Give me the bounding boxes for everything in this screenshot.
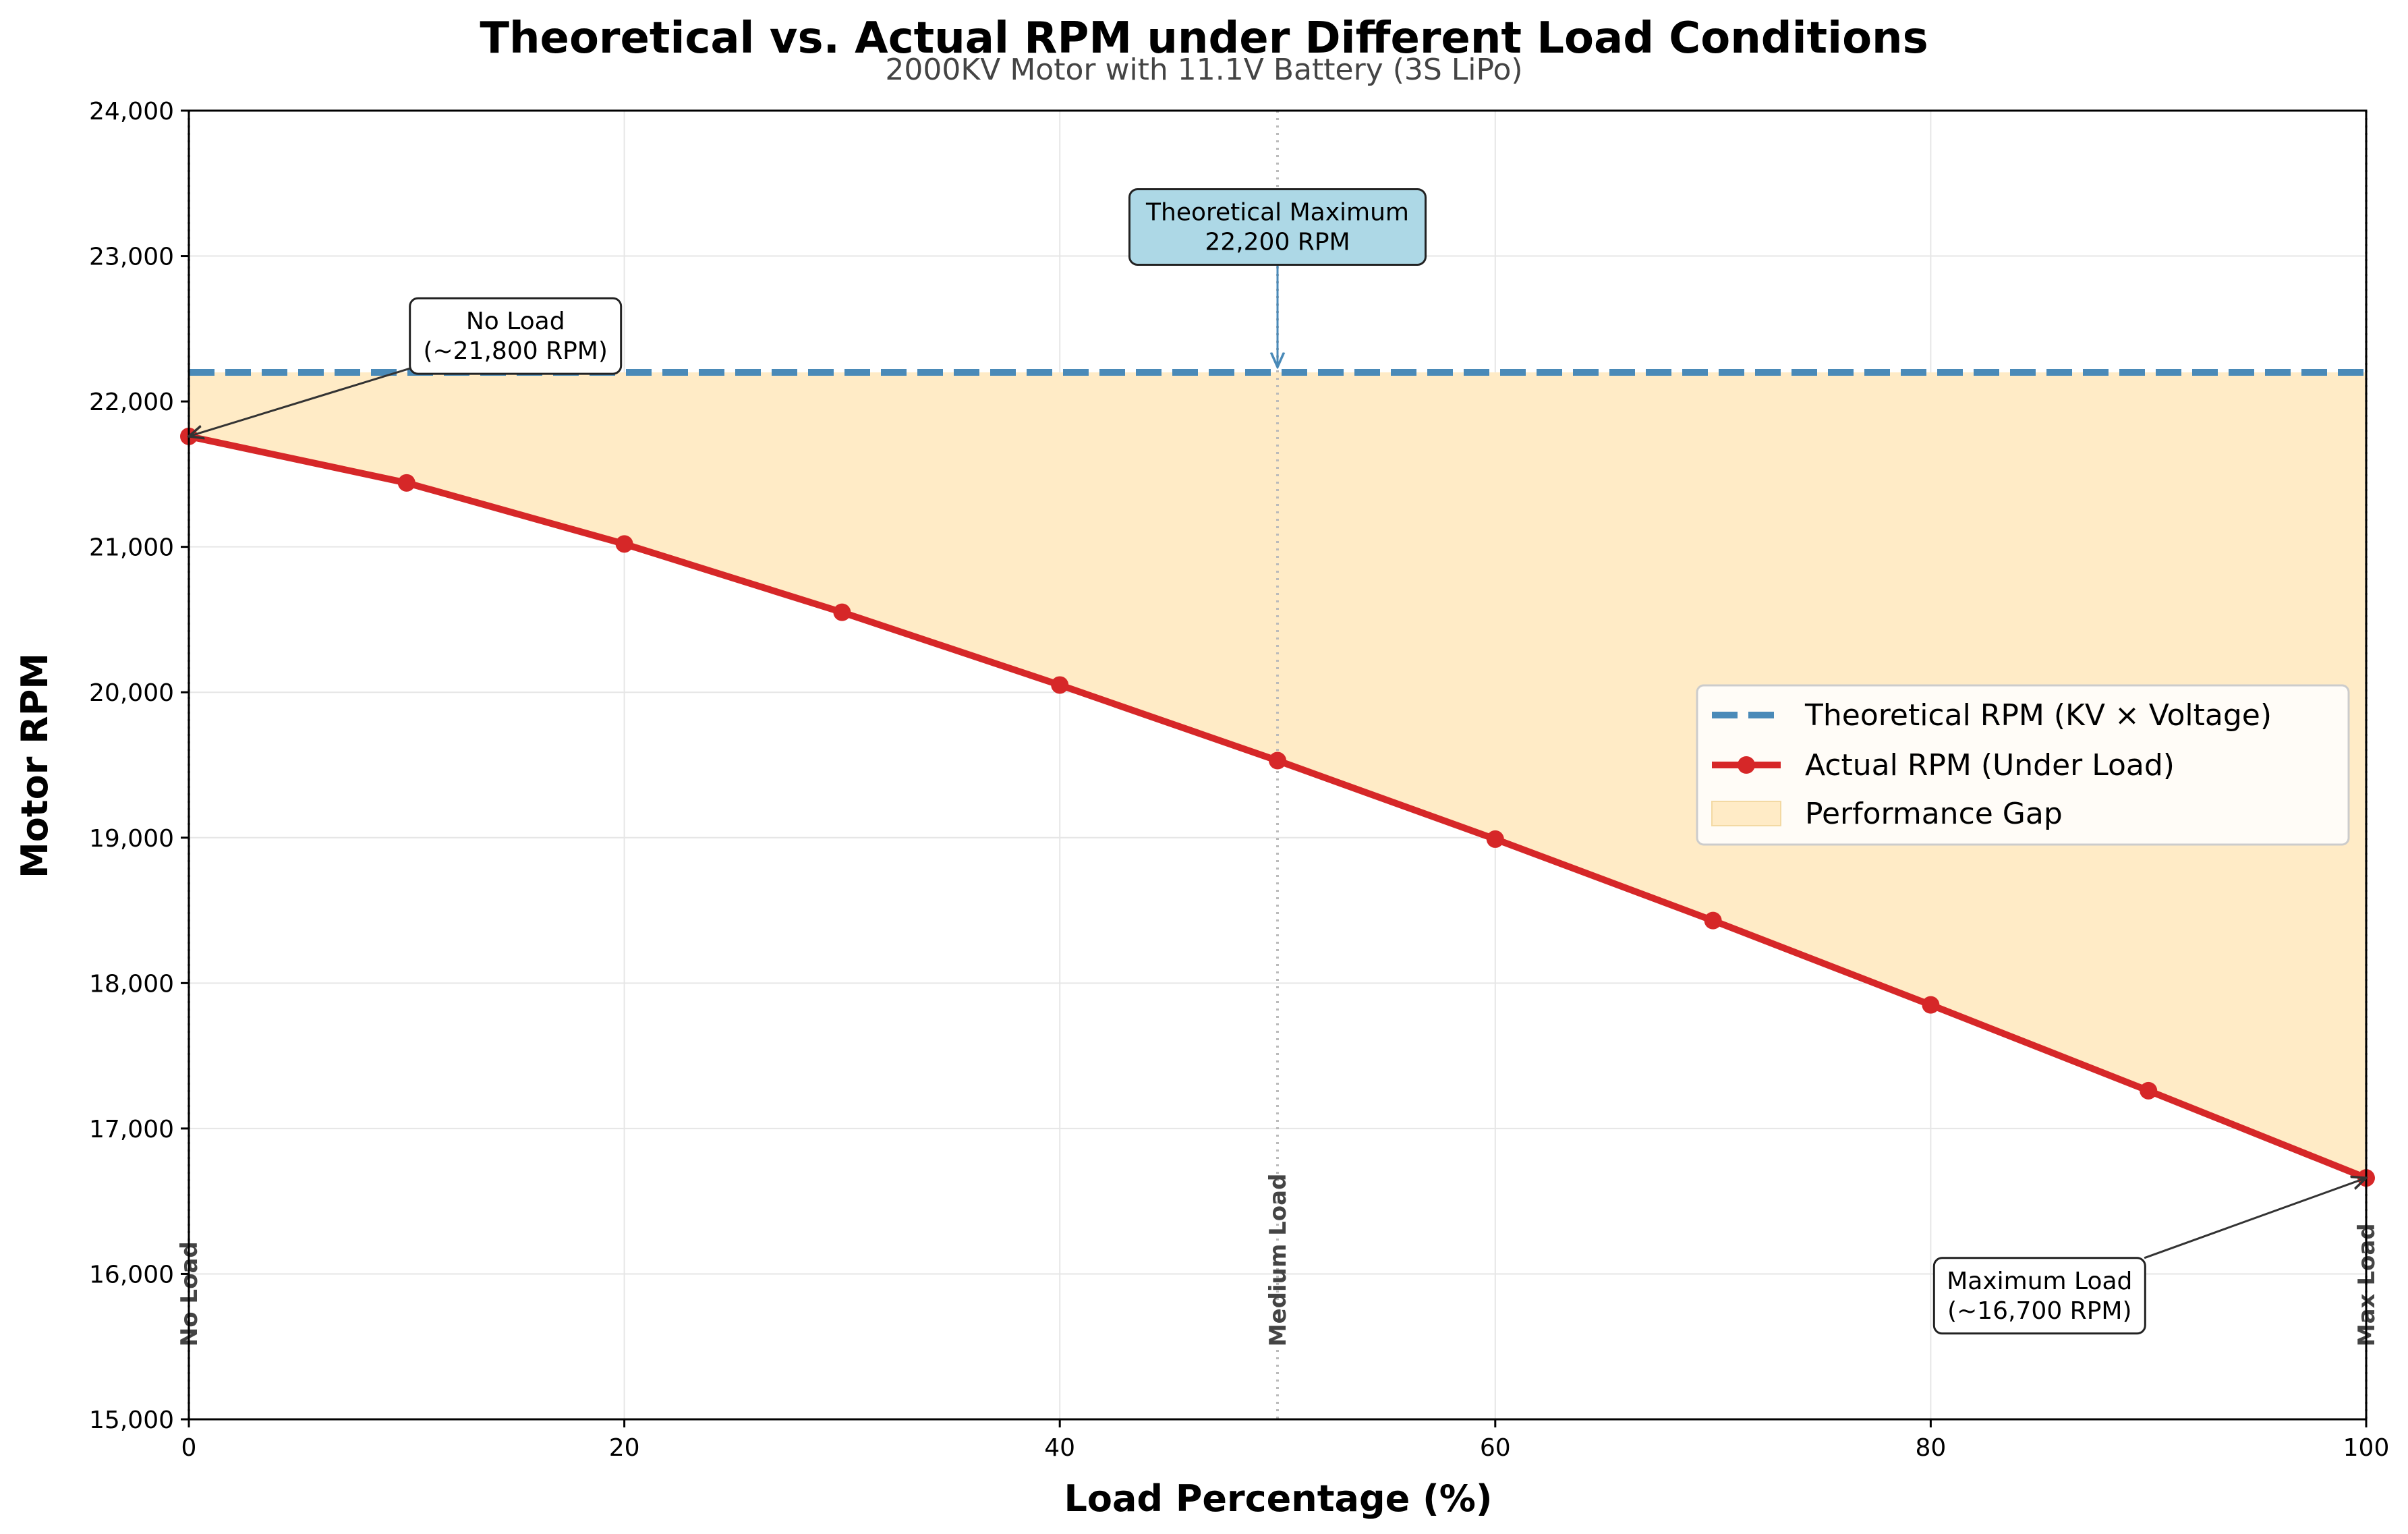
chart-title: Theoretical vs. Actual RPM under Differe… [480,13,1928,63]
reference-line-label: Medium Load [1265,1174,1292,1347]
chart-subtitle: 2000KV Motor with 11.1V Battery (3S LiPo… [885,53,1522,87]
y-tick-label: 23,000 [89,244,174,271]
y-tick-label: 22,000 [89,389,174,416]
annotation-arrow [2144,1178,2366,1259]
annotation-arrow [189,367,411,436]
actual-rpm-point [615,535,633,553]
legend-entry-label: Performance Gap [1805,797,2063,831]
plot-frame [188,109,2368,1421]
actual-rpm-point [833,603,851,621]
y-tick-label: 17,000 [89,1116,174,1143]
annotation-text: No Load [466,308,565,335]
annotation-text: (~16,700 RPM) [1947,1297,2131,1325]
y-tick-label: 21,000 [89,534,174,562]
y-axis-label: Motor RPM [13,653,56,878]
y-tick-label: 15,000 [89,1407,174,1434]
annotation-box [1932,1257,2146,1335]
x-axis-label: Load Percentage (%) [1064,1477,1492,1520]
annotation-text: (~21,800 RPM) [423,337,607,365]
annotation-box [1128,188,1427,266]
actual-rpm-point [1051,676,1069,694]
y-tick-label: 16,000 [89,1261,174,1288]
actual-rpm-point [1704,911,1722,930]
x-tick-label: 60 [1480,1434,1511,1462]
legend-box [1696,684,2350,846]
x-tick-label: 100 [2343,1434,2390,1462]
y-tick-label: 18,000 [89,970,174,998]
legend-swatch-gap [1711,801,1781,826]
legend-swatch-actual-marker [1738,756,1755,774]
annotation-text: 22,200 RPM [1205,228,1350,256]
annotation-box [409,297,623,375]
annotation-text: Maximum Load [1947,1268,2132,1295]
actual-rpm-point [1922,996,1940,1014]
performance-gap-area [189,372,2366,1178]
x-tick-label: 20 [609,1434,640,1462]
legend-entry-label: Actual RPM (Under Load) [1805,748,2175,783]
x-tick-label: 0 [181,1434,197,1462]
legend-entry-label: Theoretical RPM (KV × Voltage) [1804,698,2272,733]
annotation-text: Theoretical Maximum [1145,198,1409,226]
actual-rpm-point [2140,1081,2158,1100]
y-tick-label: 24,000 [89,98,174,125]
actual-rpm-point [1486,830,1504,848]
actual-rpm-point [1269,751,1286,770]
x-tick-label: 80 [1915,1434,1946,1462]
y-tick-label: 19,000 [89,825,174,853]
y-tick-label: 20,000 [89,679,174,707]
x-tick-label: 40 [1044,1434,1075,1462]
actual-rpm-point [397,474,415,492]
